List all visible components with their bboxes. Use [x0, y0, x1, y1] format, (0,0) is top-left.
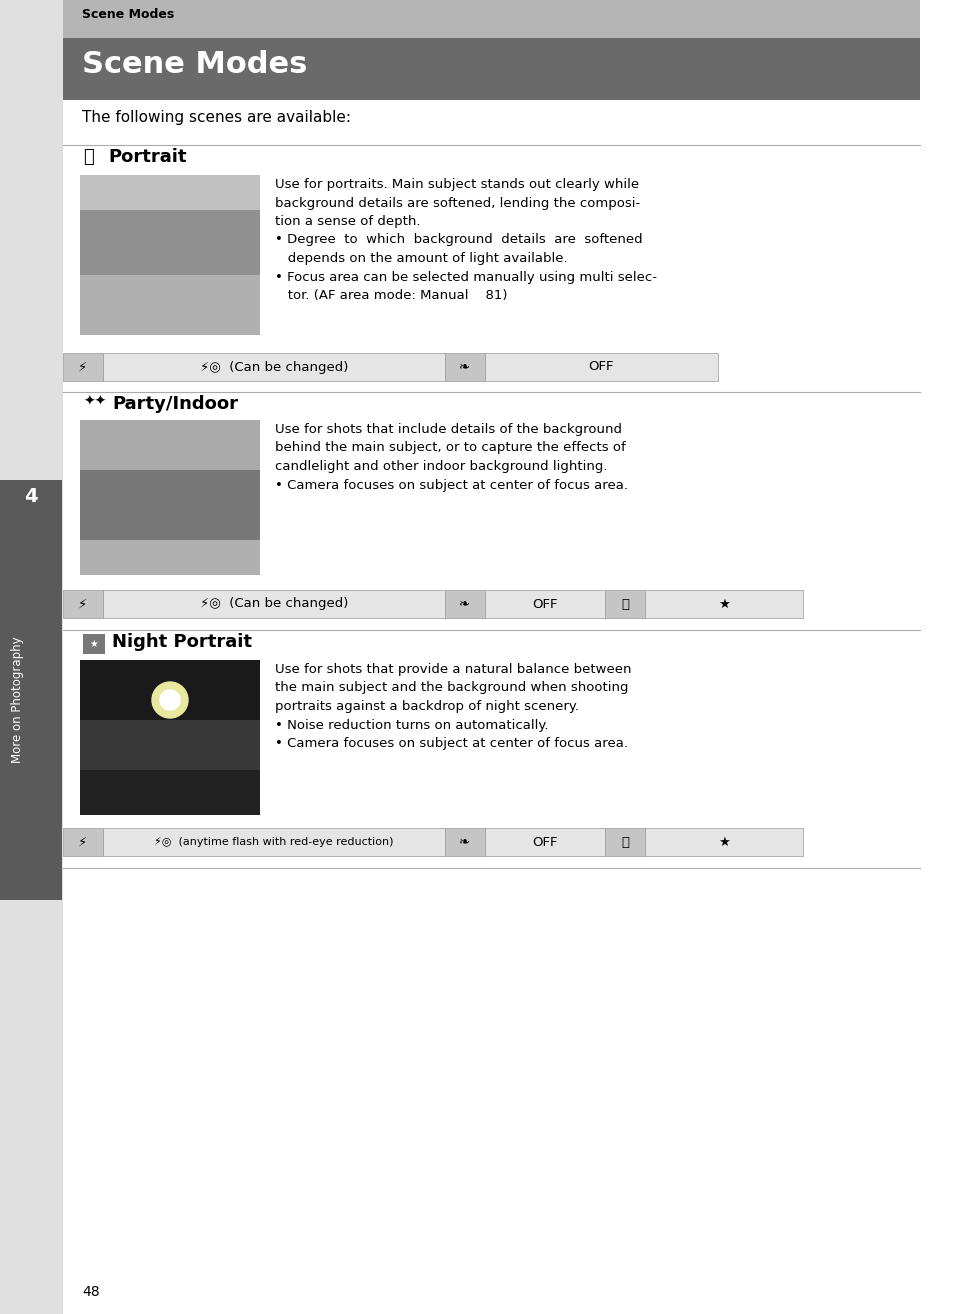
Text: More on Photography: More on Photography	[11, 637, 25, 763]
Text: ✦✦: ✦✦	[83, 396, 106, 409]
Bar	[80, 660, 260, 720]
Bar	[80, 275, 260, 335]
Text: ★: ★	[90, 639, 98, 649]
Bar	[80, 720, 260, 770]
Bar	[0, 0, 63, 1314]
Bar	[63, 0, 919, 38]
Circle shape	[152, 682, 188, 717]
Bar	[80, 175, 260, 210]
Text: 4: 4	[24, 487, 38, 506]
Text: ⛹: ⛹	[83, 148, 93, 166]
Text: OFF: OFF	[532, 836, 558, 849]
Bar	[80, 420, 260, 576]
Bar	[444, 828, 484, 855]
Bar	[0, 480, 62, 900]
Text: OFF: OFF	[588, 360, 614, 373]
Text: ❧: ❧	[459, 836, 470, 849]
Bar	[63, 590, 103, 618]
Bar	[83, 633, 105, 654]
Text: Use for portraits. Main subject stands out clearly while
background details are : Use for portraits. Main subject stands o…	[274, 177, 657, 302]
Bar	[80, 660, 260, 815]
Bar	[644, 828, 802, 855]
Bar	[604, 828, 644, 855]
Circle shape	[160, 690, 180, 710]
Bar	[80, 540, 260, 576]
Text: The following scenes are available:: The following scenes are available:	[82, 110, 351, 125]
Text: ★: ★	[718, 598, 729, 611]
Bar	[80, 210, 260, 275]
Text: OFF: OFF	[532, 598, 558, 611]
Bar	[63, 828, 103, 855]
Text: Use for shots that include details of the background
behind the main subject, or: Use for shots that include details of th…	[274, 423, 627, 491]
Text: ⚡◎  (anytime flash with red-eye reduction): ⚡◎ (anytime flash with red-eye reduction…	[154, 837, 394, 848]
Text: ⚡◎  (Can be changed): ⚡◎ (Can be changed)	[199, 598, 348, 611]
Text: ✋: ✋	[620, 598, 628, 611]
Bar	[484, 828, 604, 855]
Text: ⚡: ⚡	[78, 360, 88, 373]
Bar	[644, 590, 802, 618]
Text: Use for shots that provide a natural balance between
the main subject and the ba: Use for shots that provide a natural bal…	[274, 664, 631, 750]
Bar	[604, 590, 644, 618]
Bar	[80, 470, 260, 540]
Text: ❧: ❧	[459, 598, 470, 611]
Text: ⚡◎  (Can be changed): ⚡◎ (Can be changed)	[199, 360, 348, 373]
Bar	[444, 590, 484, 618]
Bar	[80, 175, 260, 335]
Bar	[444, 353, 484, 381]
Text: Portrait: Portrait	[108, 148, 186, 166]
Text: Scene Modes: Scene Modes	[82, 8, 174, 21]
Text: 48: 48	[82, 1285, 99, 1300]
Text: Night Portrait: Night Portrait	[112, 633, 252, 650]
Text: ⚡: ⚡	[78, 598, 88, 611]
Bar	[103, 353, 444, 381]
Text: Scene Modes: Scene Modes	[82, 50, 307, 79]
Text: ⚡: ⚡	[78, 836, 88, 849]
Bar	[80, 420, 260, 470]
Text: ★: ★	[718, 836, 729, 849]
Bar	[63, 38, 919, 100]
Text: ❧: ❧	[459, 360, 470, 373]
Text: ✋: ✋	[620, 836, 628, 849]
Bar	[80, 770, 260, 815]
Bar	[103, 828, 444, 855]
Bar	[484, 353, 718, 381]
Bar	[103, 590, 444, 618]
Bar	[484, 590, 604, 618]
Text: Party/Indoor: Party/Indoor	[112, 396, 237, 413]
Bar	[63, 353, 103, 381]
